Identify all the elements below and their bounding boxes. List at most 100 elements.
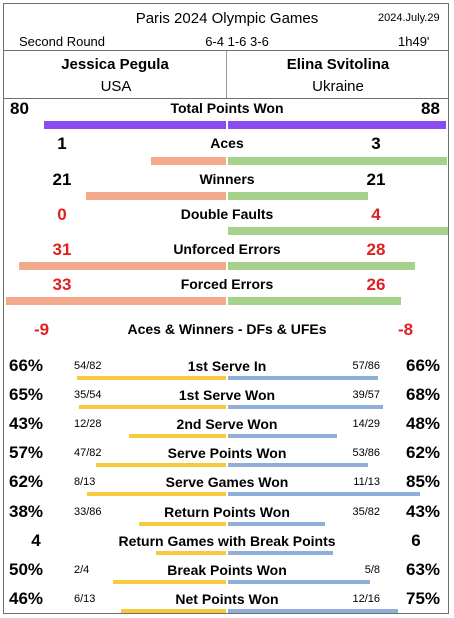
serve-left-pct: 46% (9, 589, 44, 608)
player-left-name: Jessica Pegula (61, 56, 169, 73)
stat-right-bar (228, 121, 446, 129)
serve-left-fraction: 47/82 (74, 447, 102, 459)
stat-left-value: 21 (52, 170, 72, 189)
serve-right-fraction: 35/82 (352, 506, 380, 518)
stat-right-bar (228, 262, 415, 270)
serve-right-pct: 68% (406, 385, 441, 404)
serve-left-pct: 66% (9, 356, 44, 375)
serve-stat-label: Return Games with Break Points (118, 533, 336, 549)
serve-left-fraction: 12/28 (74, 418, 102, 430)
stat-label: Total Points Won (170, 100, 284, 116)
player-divider (226, 51, 227, 98)
stat-left-bar (44, 121, 226, 129)
stat-left-bar (86, 192, 226, 200)
serve-right-pct: 63% (406, 560, 441, 579)
stat-left-bar (151, 157, 226, 165)
serve-left-fraction: 35/54 (74, 389, 102, 401)
stat-left-value: 31 (52, 240, 72, 259)
net-row-label: Aces & Winners - DFs & UFEs (127, 321, 327, 337)
serve-stat-label: Serve Games Won (165, 474, 289, 490)
stat-left-value: 80 (10, 99, 29, 118)
stat-left-value: 0 (57, 205, 67, 224)
serve-left-pct: 57% (9, 443, 44, 462)
stat-right-value: 28 (366, 240, 386, 259)
stat-label: Winners (199, 171, 255, 187)
serve-left-fraction: 2/4 (74, 564, 90, 576)
header-divider (3, 50, 449, 51)
player-section-divider (3, 98, 449, 99)
serve-left-bar (79, 405, 226, 409)
serve-right-fraction: 57/86 (352, 360, 380, 372)
stat-label: Forced Errors (180, 276, 274, 292)
serve-right-bar (228, 463, 368, 467)
serve-right-fraction: 12/16 (352, 593, 380, 605)
stat-right-bar (228, 227, 448, 235)
serve-left-pct: 38% (9, 502, 44, 521)
stats-card-frame (3, 3, 449, 614)
stat-left-bar (6, 297, 226, 305)
serve-right-bar (228, 609, 398, 613)
net-left-value: -9 (34, 320, 50, 339)
serve-stat-label: Return Points Won (164, 504, 290, 520)
serve-left-bar (96, 463, 226, 467)
serve-stat-label: Break Points Won (167, 562, 287, 578)
serve-right-pct: 43% (406, 502, 441, 521)
serve-stat-label: Serve Points Won (167, 445, 287, 461)
serve-left-fraction: 8/13 (74, 476, 96, 488)
serve-left-fraction: 33/86 (74, 506, 102, 518)
serve-left-pct: 43% (9, 414, 44, 433)
stat-right-value: 21 (366, 170, 386, 189)
stat-label: Double Faults (180, 206, 274, 222)
player-right-name: Elina Svitolina (286, 56, 390, 73)
serve-stat-label: 1st Serve In (187, 358, 267, 374)
stat-right-bar (228, 192, 368, 200)
serve-left-pct: 50% (9, 560, 44, 579)
stat-left-value: 1 (57, 134, 67, 153)
stat-right-bar (228, 157, 447, 165)
serve-left-bar (129, 434, 226, 438)
match-score: 6-4 1-6 3-6 (205, 34, 269, 49)
net-right-value: -8 (398, 320, 414, 339)
serve-left-fraction: 6/13 (74, 593, 96, 605)
serve-left-bar (77, 376, 226, 380)
serve-left-bar (139, 522, 226, 526)
serve-stat-label: Net Points Won (175, 591, 279, 607)
serve-right-bar (228, 492, 420, 496)
serve-left-bar (87, 492, 226, 496)
player-right-country: Ukraine (312, 78, 364, 95)
serve-right-pct: 62% (406, 443, 441, 462)
stat-right-value: 4 (371, 205, 381, 224)
serve-left-pct: 65% (9, 385, 44, 404)
serve-right-value: 6 (411, 531, 421, 550)
serve-left-bar (113, 580, 226, 584)
stat-label: Unforced Errors (173, 241, 281, 257)
player-left-country: USA (100, 78, 132, 95)
serve-left-pct: 62% (9, 472, 44, 491)
serve-left-bar (121, 609, 226, 613)
stat-right-value: 88 (421, 99, 440, 118)
stat-label: Aces (210, 135, 244, 151)
serve-right-bar (228, 522, 325, 526)
serve-right-bar (228, 551, 333, 555)
stat-right-bar (228, 297, 401, 305)
serve-stat-label: 1st Serve Won (178, 387, 276, 403)
serve-right-fraction: 39/57 (352, 389, 380, 401)
event-title: Paris 2024 Olympic Games (135, 10, 319, 27)
serve-right-pct: 48% (406, 414, 441, 433)
serve-left-value: 4 (31, 531, 41, 550)
round-label: Second Round (19, 34, 106, 49)
match-duration: 1h49' (398, 34, 430, 49)
serve-right-fraction: 53/86 (352, 447, 380, 459)
serve-right-bar (228, 376, 378, 380)
stat-left-value: 33 (52, 275, 72, 294)
serve-right-bar (228, 580, 370, 584)
serve-left-fraction: 54/82 (74, 360, 102, 372)
serve-right-fraction: 11/13 (353, 476, 380, 488)
serve-left-bar (156, 551, 226, 555)
stat-right-value: 26 (366, 275, 386, 294)
serve-right-bar (228, 405, 383, 409)
serve-right-bar (228, 434, 337, 438)
stat-left-bar (19, 262, 226, 270)
serve-right-fraction: 5/8 (364, 564, 380, 576)
serve-stat-label: 2nd Serve Won (176, 416, 278, 432)
